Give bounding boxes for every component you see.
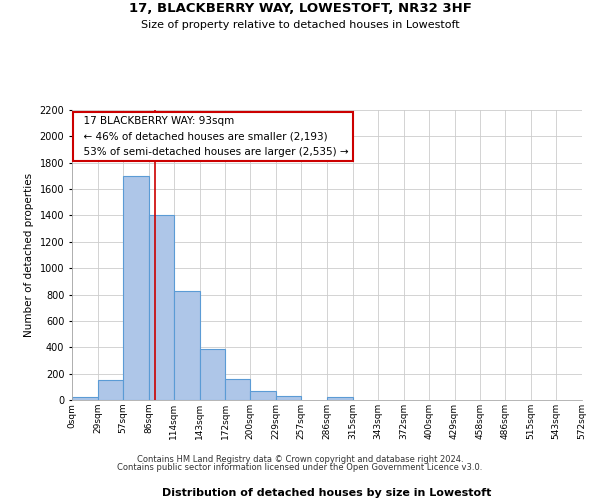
Bar xyxy=(173,290,199,400)
Text: Contains public sector information licensed under the Open Government Licence v3: Contains public sector information licen… xyxy=(118,464,482,472)
Bar xyxy=(276,396,301,400)
Bar xyxy=(199,349,226,400)
Text: Distribution of detached houses by size in Lowestoft: Distribution of detached houses by size … xyxy=(163,488,491,498)
Text: Contains HM Land Registry data © Crown copyright and database right 2024.: Contains HM Land Registry data © Crown c… xyxy=(137,455,463,464)
Bar xyxy=(123,176,149,400)
Y-axis label: Number of detached properties: Number of detached properties xyxy=(24,173,34,337)
Text: Size of property relative to detached houses in Lowestoft: Size of property relative to detached ho… xyxy=(140,20,460,30)
Bar xyxy=(149,216,173,400)
Bar xyxy=(72,398,98,400)
Text: 17, BLACKBERRY WAY, LOWESTOFT, NR32 3HF: 17, BLACKBERRY WAY, LOWESTOFT, NR32 3HF xyxy=(128,2,472,16)
Bar xyxy=(327,396,353,400)
Bar xyxy=(250,392,276,400)
Text: 17 BLACKBERRY WAY: 93sqm
  ← 46% of detached houses are smaller (2,193)
  53% of: 17 BLACKBERRY WAY: 93sqm ← 46% of detach… xyxy=(77,116,349,157)
Bar xyxy=(98,380,123,400)
Bar xyxy=(226,379,250,400)
